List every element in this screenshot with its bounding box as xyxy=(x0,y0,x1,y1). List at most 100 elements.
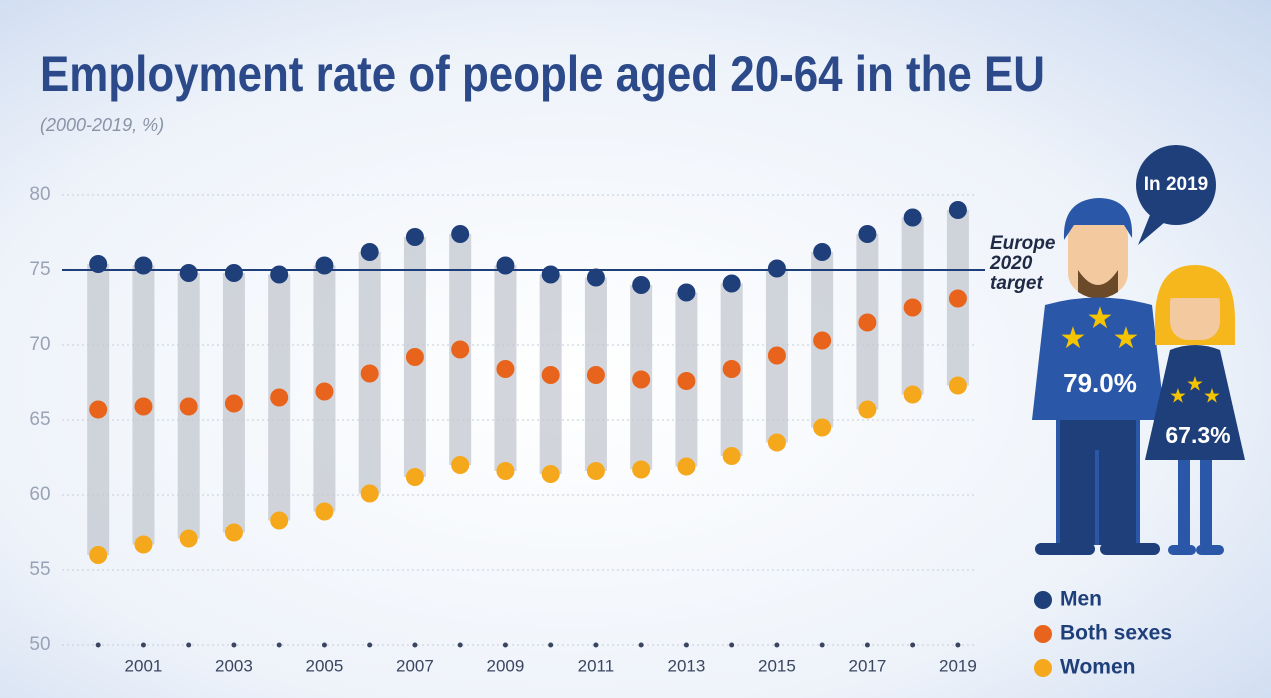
callout-women: 67.3% xyxy=(1165,422,1230,448)
y-tick-label: 75 xyxy=(29,259,50,280)
x-tick-label: 2009 xyxy=(487,656,525,675)
dot xyxy=(224,523,243,542)
dot xyxy=(89,255,108,273)
x-tick-label: 2011 xyxy=(578,656,615,675)
x-tick-dot xyxy=(140,642,146,648)
x-tick-dot xyxy=(819,642,825,648)
dot xyxy=(767,346,786,365)
x-tick-dot xyxy=(186,642,192,648)
dot xyxy=(496,256,515,275)
dot xyxy=(405,348,424,366)
dot xyxy=(541,465,560,483)
dot xyxy=(632,276,651,294)
dot xyxy=(270,511,289,530)
dot xyxy=(315,382,334,401)
dot xyxy=(134,397,153,416)
x-tick-label: 2003 xyxy=(215,656,253,675)
dot xyxy=(134,535,153,554)
dot xyxy=(903,208,922,227)
x-tick-dot xyxy=(95,642,101,648)
y-tick-label: 60 xyxy=(29,484,50,505)
target-label: Europe xyxy=(990,233,1056,254)
x-tick-dot xyxy=(321,642,327,648)
x-tick-dot xyxy=(955,642,961,648)
dot xyxy=(722,447,741,465)
dot xyxy=(496,360,515,378)
dot xyxy=(405,228,424,246)
x-tick-dot xyxy=(729,642,735,648)
legend-label: Both sexes xyxy=(1060,622,1172,645)
y-tick-label: 65 xyxy=(29,409,50,430)
dot xyxy=(179,264,198,282)
legend-label: Men xyxy=(1060,588,1102,611)
dot xyxy=(813,418,832,437)
x-tick-dot xyxy=(231,642,237,648)
target-label: 2020 xyxy=(989,253,1033,274)
dot xyxy=(360,364,379,383)
dot xyxy=(948,376,967,395)
dot xyxy=(496,462,515,480)
x-tick-dot xyxy=(910,642,916,648)
dot xyxy=(677,283,696,302)
chart-title: Employment rate of people aged 20-64 in … xyxy=(40,46,1045,102)
dot xyxy=(89,546,108,564)
dot xyxy=(858,400,877,419)
figures: ★ ★ ★ ★ ★ ★ xyxy=(1032,145,1245,555)
x-tick-dot xyxy=(864,642,870,648)
x-tick-dot xyxy=(276,642,282,648)
dot xyxy=(632,460,651,479)
dot xyxy=(767,433,786,452)
dot xyxy=(360,484,379,503)
woman-shoe xyxy=(1196,545,1224,555)
y-tick-label: 80 xyxy=(29,184,50,205)
x-tick-dot xyxy=(683,642,689,648)
dot xyxy=(903,298,922,317)
dot xyxy=(541,265,560,284)
x-tick-dot xyxy=(774,642,780,648)
dot xyxy=(541,366,560,384)
dot xyxy=(677,372,696,390)
dot xyxy=(948,201,967,219)
dot xyxy=(224,264,243,282)
x-tick-dot xyxy=(412,642,418,648)
target-label: target xyxy=(990,273,1043,294)
speech-tail xyxy=(1138,215,1165,245)
dot xyxy=(722,274,741,293)
x-tick-label: 2019 xyxy=(939,656,977,675)
dot xyxy=(134,256,153,275)
x-tick-label: 2017 xyxy=(848,656,886,675)
man-head xyxy=(1068,215,1128,295)
x-tick-dot xyxy=(593,642,599,648)
x-tick-label: 2005 xyxy=(306,656,344,675)
star: ★ xyxy=(1060,322,1087,355)
dot xyxy=(360,243,379,261)
dot xyxy=(270,388,289,407)
dot xyxy=(405,468,424,486)
dot xyxy=(224,394,243,413)
legend-swatch xyxy=(1034,625,1052,643)
star: ★ xyxy=(1113,322,1140,355)
callout-title: In 2019 xyxy=(1144,174,1208,195)
y-tick-label: 55 xyxy=(29,559,50,580)
dot xyxy=(632,370,651,389)
dot xyxy=(586,268,605,287)
dot xyxy=(586,462,605,480)
dot xyxy=(451,225,470,243)
speech-bubble xyxy=(1136,145,1216,225)
dot xyxy=(315,256,334,275)
x-tick-label: 2001 xyxy=(125,656,163,675)
woman-leg xyxy=(1178,460,1190,545)
woman-fringe xyxy=(1168,276,1222,298)
y-tick-label: 50 xyxy=(29,634,50,655)
x-tick-dot xyxy=(502,642,508,648)
woman-shoe xyxy=(1168,545,1196,555)
man-hair xyxy=(1063,198,1133,240)
legend-label: Women xyxy=(1060,656,1135,679)
dot xyxy=(315,502,334,521)
dot xyxy=(813,243,832,261)
woman-dress xyxy=(1145,345,1245,460)
dot xyxy=(858,225,877,243)
dot xyxy=(903,385,922,404)
woman-head xyxy=(1170,285,1220,340)
